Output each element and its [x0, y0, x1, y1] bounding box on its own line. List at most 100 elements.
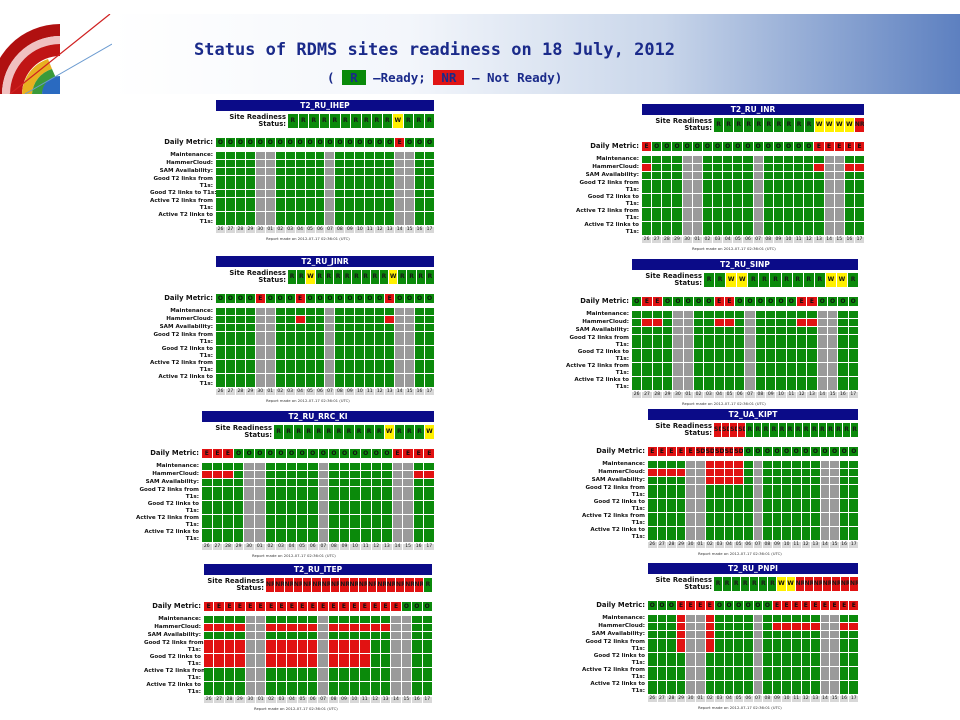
metric-cell	[704, 377, 714, 390]
daily-metric-cell: O	[233, 449, 244, 458]
metric-cell	[265, 168, 275, 175]
date-label: 14	[395, 389, 405, 395]
metric-cell	[285, 198, 295, 211]
date-label: 14	[817, 392, 827, 398]
date-label: 01	[695, 696, 705, 702]
metric-cell	[385, 176, 395, 189]
readiness-cell: W	[825, 273, 836, 287]
metric-cell	[425, 190, 434, 197]
date-label: 12	[371, 544, 382, 550]
metric-cell	[652, 164, 662, 171]
metric-cell	[276, 501, 286, 514]
metric-cell	[692, 194, 702, 207]
metric-cell	[743, 681, 753, 694]
metric-cell	[772, 615, 782, 622]
readiness-cell: R	[354, 425, 364, 439]
metric-cell	[285, 176, 295, 189]
readiness-cell: NR	[822, 577, 831, 591]
readiness-cell: R	[416, 270, 425, 284]
metric-cell	[375, 160, 385, 167]
metric-cell	[743, 461, 753, 468]
metric-cell	[734, 461, 743, 468]
metric-cell	[375, 212, 385, 225]
metric-cell	[212, 463, 223, 470]
readiness-cell: R	[770, 273, 781, 287]
metric-cell	[255, 176, 265, 189]
metric-cell	[307, 501, 318, 514]
metric-cell	[734, 667, 743, 680]
metric-cell	[245, 624, 256, 631]
metric-cell	[339, 529, 350, 542]
metric-cell	[766, 363, 776, 376]
metric-cell	[712, 172, 723, 179]
metric-row	[216, 346, 434, 359]
daily-metric-cell: O	[733, 142, 743, 151]
daily-metric-label: Daily Metric:	[596, 447, 645, 455]
metric-cell	[734, 639, 743, 652]
metric-cell	[652, 377, 662, 390]
metric-cell	[335, 198, 345, 211]
daily-metric-cell: O	[297, 449, 307, 458]
metric-cell	[642, 172, 652, 179]
metric-cell	[365, 308, 375, 315]
metric-cell	[276, 624, 287, 631]
legend-notready-text: – Not Ready)	[471, 70, 563, 85]
metric-cell	[695, 499, 705, 512]
metric-cell	[339, 463, 350, 470]
metric-cell	[652, 335, 662, 348]
metric-cell	[801, 631, 811, 638]
site-readiness-label: Site Readiness Status:	[229, 113, 286, 128]
daily-metric-label: Daily Metric:	[164, 294, 213, 302]
date-label: 17	[425, 227, 434, 233]
metric-row	[648, 513, 859, 526]
metric-cell	[733, 172, 743, 179]
date-label: 07	[318, 697, 328, 703]
metric-cell	[385, 332, 395, 345]
metric-cell	[425, 316, 434, 323]
metric-cell	[662, 311, 673, 318]
metric-cell	[648, 477, 657, 484]
metric-cell	[265, 324, 275, 331]
date-label: 01	[265, 389, 275, 395]
metric-cell	[714, 319, 724, 326]
metric-label: Active T2 links from T1s:	[150, 198, 213, 211]
readiness-cell: R	[848, 273, 859, 287]
metric-cell	[838, 311, 848, 318]
date-label: 26	[632, 392, 642, 398]
readiness-cell: R	[315, 270, 324, 284]
metric-cell	[365, 332, 375, 345]
readiness-cell: R	[407, 270, 416, 284]
readiness-cell: R	[834, 423, 842, 437]
legend-ready-text: –Ready;	[373, 70, 426, 85]
readiness-cell: R	[714, 118, 724, 132]
metric-cell	[223, 529, 233, 542]
metric-cell	[705, 477, 715, 484]
metric-cell	[735, 349, 745, 362]
metric-cell	[405, 160, 415, 167]
metric-cell	[325, 168, 335, 175]
metric-row	[216, 308, 434, 315]
metric-cell	[820, 499, 830, 512]
metric-cell	[827, 335, 838, 348]
metric-cell	[266, 668, 276, 681]
metric-cell	[360, 487, 371, 500]
metric-cell	[255, 152, 265, 159]
date-label: 14	[392, 544, 403, 550]
metric-cell	[286, 463, 297, 470]
metric-label: Good T2 links to T1s:	[161, 346, 213, 359]
daily-metric-cell: E	[782, 601, 791, 610]
metric-cell	[245, 168, 255, 175]
metric-cell	[632, 311, 642, 318]
metric-cell	[370, 624, 380, 631]
metric-cell	[245, 308, 255, 315]
metric-cell	[212, 515, 223, 528]
metric-cell	[797, 319, 807, 326]
metric-cell	[308, 654, 318, 667]
metric-cell	[365, 374, 375, 387]
metric-cell	[714, 327, 724, 334]
daily-metric-cell: E	[328, 602, 339, 611]
legend-open: (	[327, 70, 335, 85]
metric-cell	[350, 501, 360, 514]
metric-cell	[838, 319, 848, 326]
